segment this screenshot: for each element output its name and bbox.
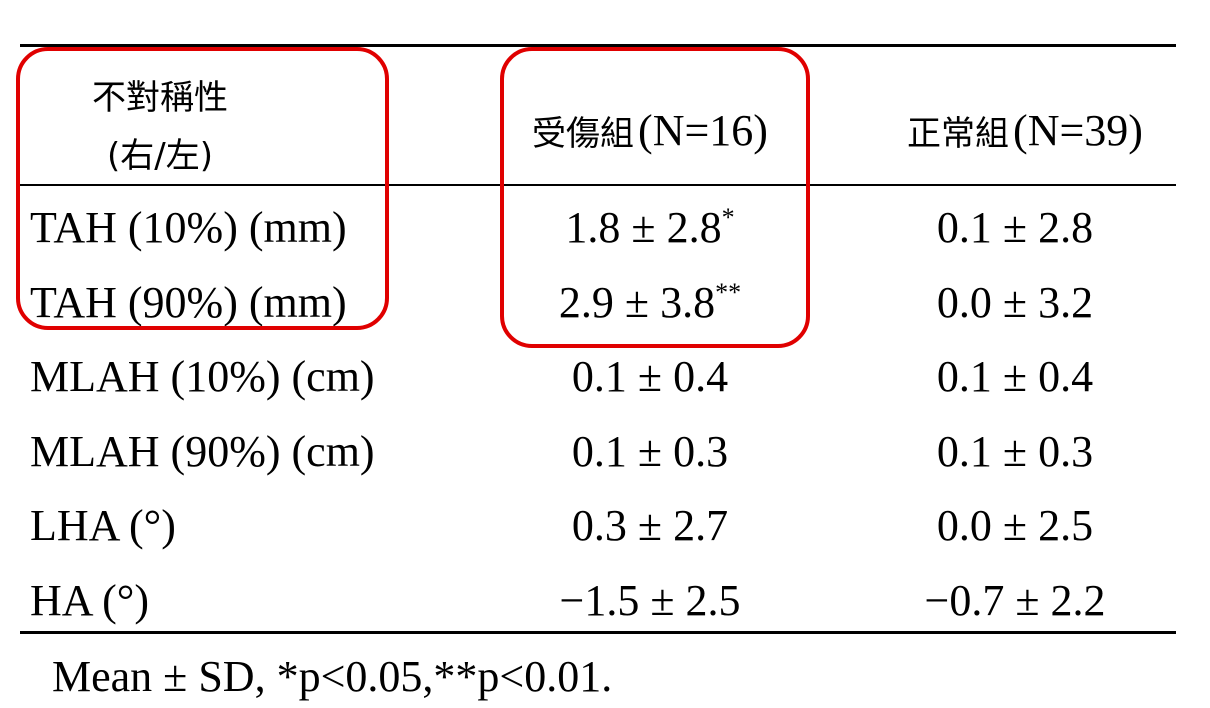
- significance-mark: *: [721, 203, 735, 232]
- injured-cell: 1.8 ± 2.8*: [565, 203, 734, 253]
- header-rule: [20, 184, 1176, 186]
- cell-value: −1.5 ± 2.5: [559, 575, 741, 625]
- header-n: (N=16): [638, 106, 768, 155]
- injured-cell: 2.9 ± 3.8**: [559, 278, 741, 328]
- highlight-box: [16, 47, 389, 330]
- row-label: TAH (10%) (mm): [30, 203, 347, 252]
- injured-cell: 0.3 ± 2.7: [572, 501, 728, 551]
- normal-cell: 0.1 ± 0.3: [936, 426, 1094, 476]
- normal-cell: 0.1 ± 0.4: [936, 352, 1094, 401]
- row-label: MLAH (90%) (cm): [30, 426, 375, 476]
- header-injured: 受傷組 (N=16): [532, 106, 768, 156]
- header-label: 不對稱性: [92, 78, 228, 118]
- normal-cell: 0.1 ± 2.8: [936, 203, 1094, 252]
- row-label: MLAH (10%) (cm): [30, 352, 375, 401]
- bottom-rule: [20, 631, 1176, 634]
- cell-value: 2.9 ± 3.8: [558, 277, 716, 327]
- cell-value: 0.1 ± 0.4: [571, 352, 729, 401]
- row-label: LHA (°): [30, 501, 176, 550]
- normal-cell: 0.0 ± 3.2: [936, 277, 1094, 327]
- header-name: 正常組: [907, 114, 1010, 154]
- normal-cell: 0.0 ± 2.5: [936, 501, 1094, 550]
- injured-cell: 0.1 ± 0.3: [572, 427, 728, 477]
- header-n: (N=39): [1013, 106, 1143, 155]
- cell-value: 1.8 ± 2.8: [565, 203, 722, 252]
- header-label: (右/左): [107, 136, 213, 176]
- cell-value: 0.1 ± 0.3: [571, 426, 729, 476]
- highlight-box: [500, 47, 810, 348]
- significance-mark: **: [715, 277, 742, 307]
- injured-cell: −1.5 ± 2.5: [560, 576, 741, 626]
- cell-value: 0.3 ± 2.7: [571, 501, 729, 550]
- top-rule: [20, 44, 1176, 47]
- header-normal: 正常組 (N=39): [907, 106, 1143, 156]
- header-name: 受傷組: [532, 114, 635, 154]
- row-label: HA (°): [30, 575, 150, 625]
- row-label: TAH (90%) (mm): [30, 277, 347, 327]
- injured-cell: 0.1 ± 0.4: [572, 352, 728, 402]
- normal-cell: −0.7 ± 2.2: [924, 575, 1106, 625]
- footnote: Mean ± SD, *p<0.05,**p<0.01.: [52, 652, 613, 701]
